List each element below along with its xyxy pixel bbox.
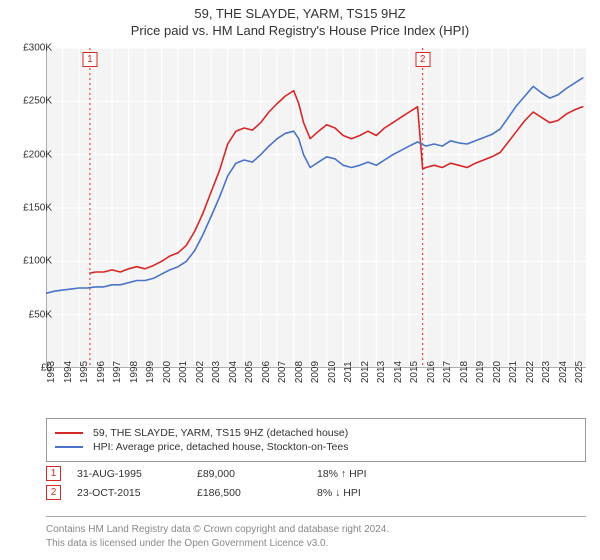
sales-row-1: 1 31-AUG-1995 £89,000 18% ↑ HPI — [46, 466, 586, 481]
y-tick-label: £300K — [23, 43, 52, 54]
chart-svg — [46, 48, 586, 368]
legend-swatch-property — [55, 432, 83, 434]
x-tick-label: 2005 — [244, 361, 255, 383]
y-tick-label: £50K — [29, 309, 52, 320]
chart-container: 59, THE SLAYDE, YARM, TS15 9HZ Price pai… — [0, 0, 600, 560]
y-tick-label: £250K — [23, 96, 52, 107]
x-tick-label: 2017 — [442, 361, 453, 383]
x-tick-label: 1998 — [129, 361, 140, 383]
x-tick-label: 2015 — [409, 361, 420, 383]
credits-line2: This data is licensed under the Open Gov… — [46, 537, 586, 551]
x-tick-label: 1995 — [79, 361, 90, 383]
x-tick-label: 2007 — [277, 361, 288, 383]
legend-row-hpi: HPI: Average price, detached house, Stoc… — [55, 441, 577, 453]
x-tick-label: 1996 — [96, 361, 107, 383]
x-tick-label: 2023 — [541, 361, 552, 383]
credits-line1: Contains HM Land Registry data © Crown c… — [46, 523, 586, 537]
sales-table: 1 31-AUG-1995 £89,000 18% ↑ HPI 2 23-OCT… — [46, 462, 586, 504]
sale-marker-2: 2 — [46, 485, 61, 500]
x-tick-label: 2012 — [360, 361, 371, 383]
x-tick-label: 2025 — [574, 361, 585, 383]
chart-sale-marker: 1 — [82, 52, 97, 67]
sale-date-1: 31-AUG-1995 — [77, 468, 197, 480]
x-tick-label: 2006 — [261, 361, 272, 383]
y-tick-label: £200K — [23, 149, 52, 160]
x-tick-label: 2019 — [475, 361, 486, 383]
x-tick-label: 2008 — [294, 361, 305, 383]
x-tick-label: 2022 — [525, 361, 536, 383]
x-tick-label: 2018 — [459, 361, 470, 383]
chart-sale-marker: 2 — [415, 52, 430, 67]
x-tick-label: 2000 — [162, 361, 173, 383]
chart-title-desc: Price paid vs. HM Land Registry's House … — [0, 23, 600, 38]
x-tick-label: 2013 — [376, 361, 387, 383]
sale-price-2: £186,500 — [197, 487, 317, 499]
sale-delta-1: 18% ↑ HPI — [317, 468, 437, 480]
sale-date-2: 23-OCT-2015 — [77, 487, 197, 499]
x-tick-label: 1999 — [145, 361, 156, 383]
x-tick-label: 1997 — [112, 361, 123, 383]
chart-plot-area — [46, 48, 586, 368]
legend-swatch-hpi — [55, 446, 83, 448]
y-tick-label: £100K — [23, 256, 52, 267]
x-tick-label: 2004 — [228, 361, 239, 383]
x-tick-label: 2002 — [195, 361, 206, 383]
legend-row-property: 59, THE SLAYDE, YARM, TS15 9HZ (detached… — [55, 427, 577, 439]
sale-delta-2: 8% ↓ HPI — [317, 487, 437, 499]
x-tick-label: 1993 — [46, 361, 57, 383]
credits: Contains HM Land Registry data © Crown c… — [46, 516, 586, 550]
title-block: 59, THE SLAYDE, YARM, TS15 9HZ Price pai… — [0, 0, 600, 38]
x-tick-label: 2016 — [426, 361, 437, 383]
chart-title-address: 59, THE SLAYDE, YARM, TS15 9HZ — [0, 6, 600, 21]
legend-label-hpi: HPI: Average price, detached house, Stoc… — [93, 441, 348, 453]
x-tick-label: 2003 — [211, 361, 222, 383]
sale-marker-1: 1 — [46, 466, 61, 481]
x-tick-label: 2001 — [178, 361, 189, 383]
legend-box: 59, THE SLAYDE, YARM, TS15 9HZ (detached… — [46, 418, 586, 462]
x-tick-label: 1994 — [63, 361, 74, 383]
x-tick-label: 2009 — [310, 361, 321, 383]
x-tick-label: 2024 — [558, 361, 569, 383]
x-tick-label: 2014 — [393, 361, 404, 383]
x-tick-label: 2011 — [343, 361, 354, 383]
x-tick-label: 2010 — [327, 361, 338, 383]
legend-label-property: 59, THE SLAYDE, YARM, TS15 9HZ (detached… — [93, 427, 348, 439]
x-tick-label: 2020 — [492, 361, 503, 383]
sales-row-2: 2 23-OCT-2015 £186,500 8% ↓ HPI — [46, 485, 586, 500]
y-tick-label: £150K — [23, 203, 52, 214]
sale-price-1: £89,000 — [197, 468, 317, 480]
x-tick-label: 2021 — [508, 361, 519, 383]
